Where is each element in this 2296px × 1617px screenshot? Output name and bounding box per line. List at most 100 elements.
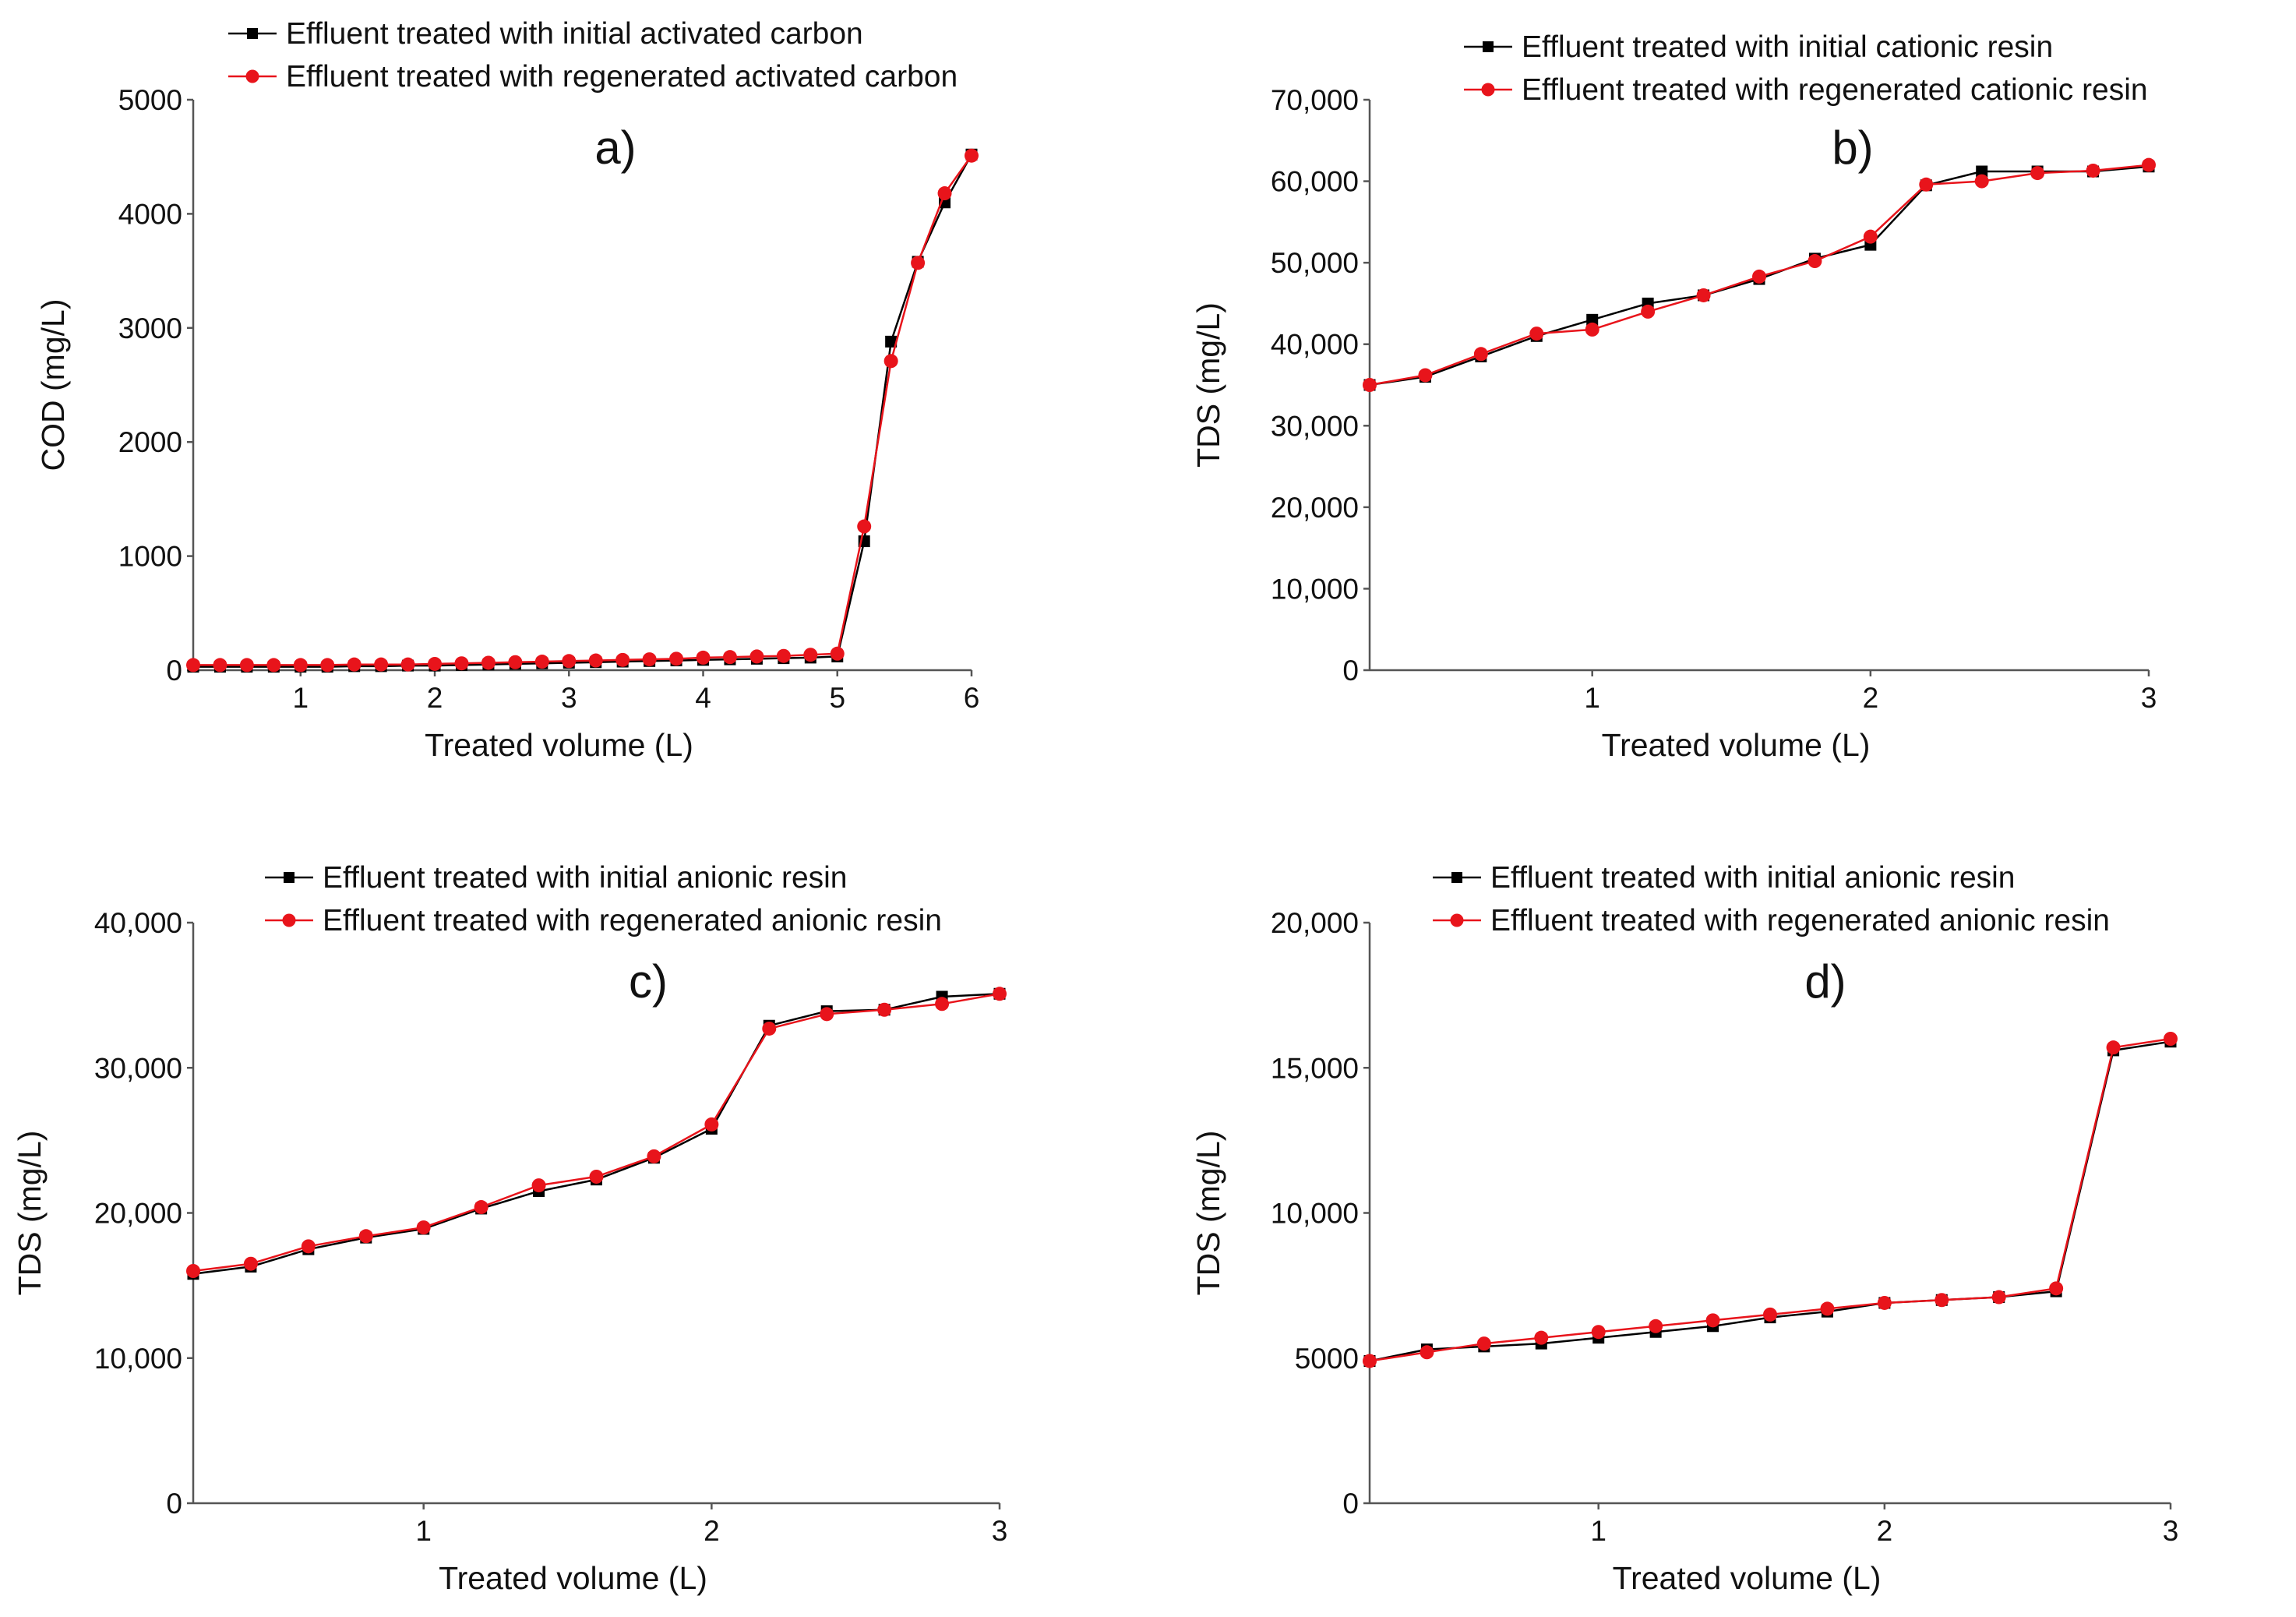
legend-entry: Effluent treated with regenerated anioni… bbox=[323, 904, 942, 937]
data-point bbox=[1418, 368, 1433, 383]
data-point bbox=[239, 658, 254, 673]
data-point bbox=[474, 1200, 488, 1215]
series-initial bbox=[187, 987, 1006, 1280]
data-point bbox=[1585, 322, 1599, 337]
data-point bbox=[1919, 177, 1934, 192]
legend-entry: Effluent treated with regenerated anioni… bbox=[1490, 904, 2110, 937]
data-point bbox=[2049, 1281, 2064, 1296]
legend-marker bbox=[1483, 41, 1494, 52]
data-point bbox=[722, 650, 737, 665]
data-point bbox=[877, 1002, 892, 1017]
data-point bbox=[885, 335, 898, 348]
data-point bbox=[615, 652, 630, 667]
legend-marker bbox=[282, 913, 296, 927]
data-point bbox=[1363, 378, 1377, 392]
data-point bbox=[696, 650, 711, 665]
y-tick-label: 40,000 bbox=[1271, 329, 1359, 361]
data-point bbox=[935, 997, 950, 1012]
x-axis-label: Treated volume (L) bbox=[1613, 1560, 1882, 1596]
data-point bbox=[562, 654, 577, 669]
data-point bbox=[508, 655, 523, 669]
y-tick-label: 30,000 bbox=[94, 1052, 182, 1084]
y-tick-label: 2000 bbox=[118, 426, 182, 458]
data-point bbox=[374, 657, 389, 672]
data-point bbox=[2164, 1032, 2178, 1046]
data-point bbox=[2030, 166, 2045, 181]
panel-label: b) bbox=[1832, 122, 1873, 174]
x-tick-label: 3 bbox=[561, 682, 577, 714]
data-point bbox=[1641, 304, 1656, 319]
x-axis-label: Treated volume (L) bbox=[1602, 727, 1871, 763]
data-point bbox=[1808, 254, 1822, 269]
series-regenerated bbox=[186, 148, 979, 673]
x-tick-label: 3 bbox=[992, 1515, 1008, 1547]
data-point bbox=[347, 657, 362, 672]
y-tick-label: 0 bbox=[1342, 1488, 1359, 1520]
data-point bbox=[803, 648, 818, 662]
data-point bbox=[1649, 1319, 1663, 1333]
data-point bbox=[704, 1117, 719, 1132]
x-tick-label: 6 bbox=[964, 682, 980, 714]
y-axis-label: TDS (mg/L) bbox=[12, 1131, 48, 1296]
x-tick-label: 5 bbox=[829, 682, 845, 714]
data-point bbox=[1877, 1295, 1892, 1310]
legend-marker bbox=[245, 69, 259, 83]
y-tick-label: 60,000 bbox=[1271, 166, 1359, 198]
y-axis-label: TDS (mg/L) bbox=[1190, 1131, 1226, 1296]
panel-label: c) bbox=[629, 955, 668, 1008]
data-point bbox=[776, 648, 791, 663]
data-point bbox=[669, 651, 684, 666]
x-tick-label: 2 bbox=[427, 682, 443, 714]
y-tick-label: 20,000 bbox=[1271, 492, 1359, 524]
data-point bbox=[1591, 1325, 1606, 1340]
x-axis-label: Treated volume (L) bbox=[425, 727, 693, 763]
data-point bbox=[534, 655, 549, 669]
y-tick-label: 3000 bbox=[118, 312, 182, 344]
data-point bbox=[857, 519, 872, 534]
data-point bbox=[243, 1256, 258, 1271]
data-point bbox=[186, 658, 200, 673]
data-point bbox=[1363, 1354, 1377, 1368]
data-point bbox=[213, 658, 227, 673]
x-tick-label: 1 bbox=[1590, 1515, 1606, 1547]
y-tick-label: 0 bbox=[1342, 655, 1359, 687]
data-point bbox=[428, 656, 443, 671]
y-tick-label: 50,000 bbox=[1271, 247, 1359, 279]
data-point bbox=[820, 1007, 834, 1022]
data-point bbox=[883, 354, 898, 369]
x-tick-label: 4 bbox=[695, 682, 711, 714]
data-point bbox=[358, 1229, 373, 1244]
data-point bbox=[320, 658, 335, 673]
y-tick-label: 15,000 bbox=[1271, 1052, 1359, 1084]
x-tick-label: 1 bbox=[293, 682, 309, 714]
data-point bbox=[1934, 1293, 1949, 1308]
y-tick-label: 30,000 bbox=[1271, 410, 1359, 442]
series-regenerated bbox=[1363, 1032, 2178, 1368]
data-point bbox=[1752, 269, 1766, 284]
legend-marker bbox=[247, 28, 258, 39]
series-regenerated bbox=[1363, 157, 2156, 392]
x-tick-label: 2 bbox=[1863, 682, 1879, 714]
data-point bbox=[589, 1169, 604, 1184]
legend-entry: Effluent treated with initial activated … bbox=[286, 17, 863, 51]
legend-entry: Effluent treated with initial cationic r… bbox=[1522, 30, 2053, 64]
series-initial bbox=[187, 148, 978, 673]
legend-marker bbox=[1451, 872, 1462, 883]
data-point bbox=[266, 658, 281, 673]
chart-panel-d: 0 5000 10,000 15,000 20,000 1 2 3 Treated volume… bbox=[1190, 861, 2178, 1596]
series-line bbox=[192, 993, 1000, 1275]
y-tick-label: 4000 bbox=[118, 198, 182, 230]
x-tick-label: 1 bbox=[1584, 682, 1600, 714]
legend-entry: Effluent treated with regenerated cation… bbox=[1522, 73, 2148, 107]
series-line bbox=[193, 154, 973, 666]
data-point bbox=[400, 657, 415, 672]
y-axis-label: COD (mg/L) bbox=[35, 299, 71, 471]
x-axis-label: Treated volume (L) bbox=[439, 1560, 707, 1596]
series-regenerated bbox=[186, 987, 1007, 1278]
data-point bbox=[993, 987, 1007, 1001]
y-tick-label: 5000 bbox=[1295, 1343, 1359, 1375]
data-point bbox=[911, 256, 926, 270]
y-tick-label: 70,000 bbox=[1271, 84, 1359, 116]
legend-entry: Effluent treated with regenerated activa… bbox=[286, 60, 958, 94]
chart-panel-b: 0 10,000 20,000 30,000 40,000 50,000 60,000 70,… bbox=[1190, 30, 2157, 763]
